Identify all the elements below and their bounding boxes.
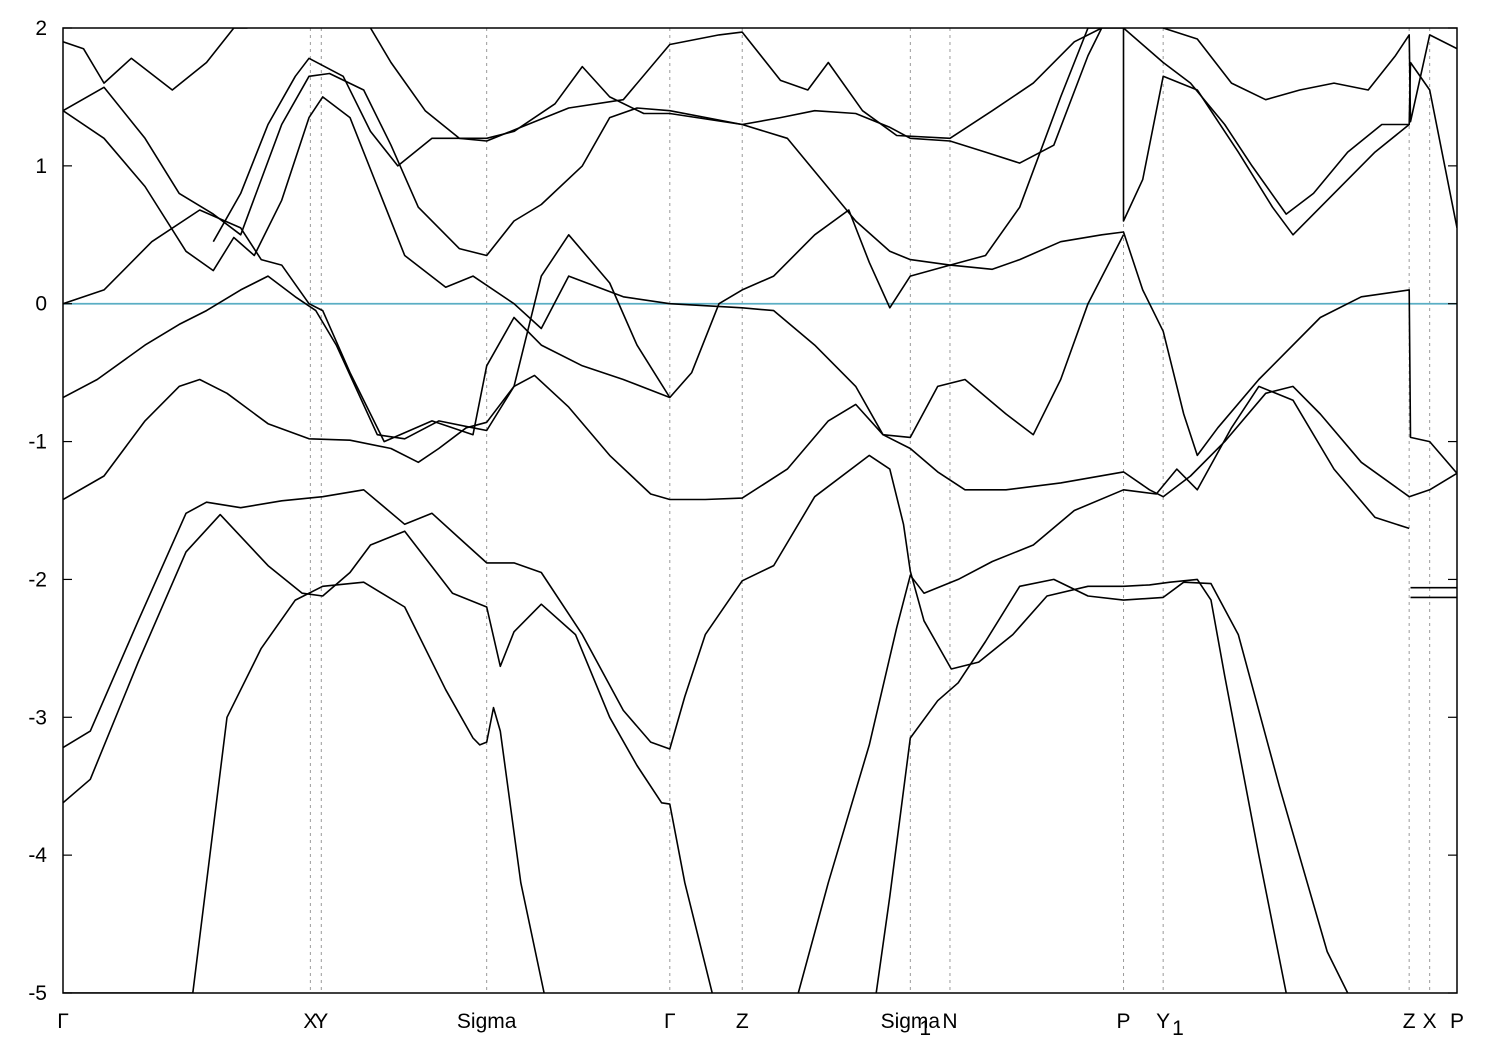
x-tick-label-10: Z [1403,1010,1416,1033]
x-tick-label-5: Z [736,1010,749,1033]
band-2 [63,513,713,993]
x-tick-label-2: Y [314,1010,328,1033]
band-5 [875,578,1349,993]
x-tick-subscript-6: 1 [919,1017,931,1040]
high-symmetry-gridlines [309,28,1431,993]
band-lines [63,28,1457,993]
x-tick-label-1: X [303,1010,317,1033]
band-15 [1162,28,1457,123]
x-tick-label-0: Γ [57,1010,69,1033]
band-7 [63,209,1457,474]
y-tick-label: -4 [28,844,47,867]
x-tick-label-12: P [1450,1010,1464,1033]
band-8 [63,209,671,443]
y-tick-label: -1 [28,431,47,454]
x-tick-subscript-9: 1 [1172,1017,1184,1040]
x-tick-label-9: Y [1156,1010,1170,1033]
band-10 [63,28,1457,266]
x-tick-label-11: X [1423,1010,1437,1033]
y-axis-ticks: 2 1 0 -1 -2 -3 -4 -5 [28,17,1457,1005]
x-tick-label-3: Sigma [457,1010,517,1033]
y-tick-label: 1 [35,155,47,178]
band-9 [63,96,1125,439]
plot-frame [62,27,1458,994]
y-tick-label: 2 [35,17,47,40]
band-4 [797,385,1410,993]
band-3 [63,454,1287,993]
band-6 [63,374,1457,501]
x-tick-label-8: P [1117,1010,1131,1033]
band-14 [1122,28,1410,215]
band-12 [212,28,1103,243]
band-13 [369,28,1103,142]
x-tick-label-7: N [942,1010,957,1033]
y-tick-label: -2 [28,568,47,591]
y-tick-label: -5 [28,982,47,1005]
band-11 [63,28,248,91]
y-tick-label: -3 [28,706,47,729]
x-tick-label-6: Sigma [881,1010,941,1033]
band-1 [63,581,545,993]
y-tick-label: 0 [35,293,47,316]
x-tick-label-4: Γ [664,1010,676,1033]
